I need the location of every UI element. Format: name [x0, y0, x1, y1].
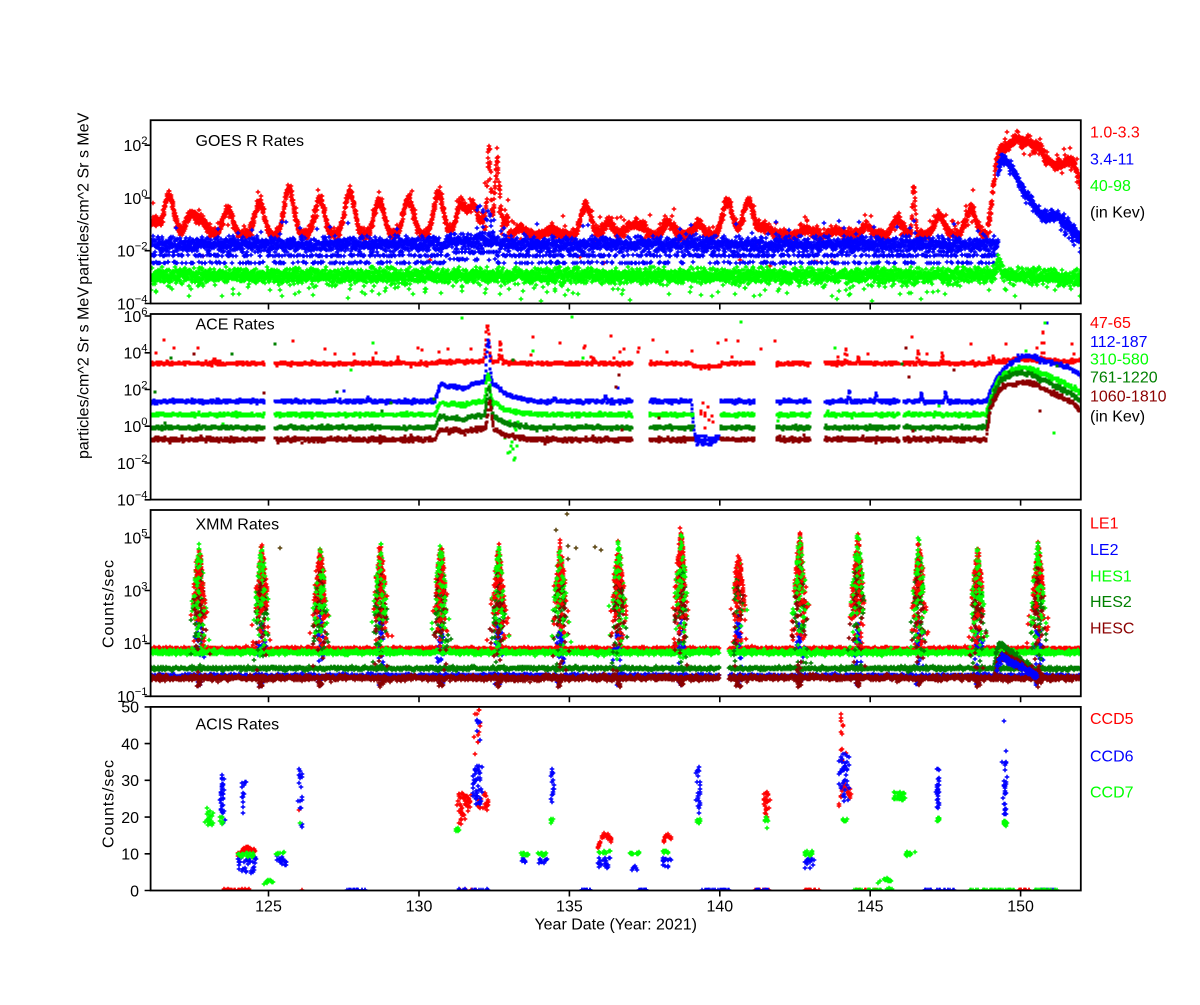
svg-text:140: 140	[706, 899, 733, 916]
svg-text:CCD7: CCD7	[1090, 785, 1134, 802]
svg-text:1.0-3.3: 1.0-3.3	[1090, 124, 1140, 141]
svg-text:1060-1810: 1060-1810	[1090, 388, 1167, 405]
svg-text:LE2: LE2	[1090, 542, 1119, 559]
svg-text:30: 30	[121, 773, 139, 790]
svg-text:LE1: LE1	[1090, 516, 1119, 533]
svg-text:125: 125	[255, 899, 282, 916]
svg-text:HESC: HESC	[1090, 621, 1134, 638]
svg-text:145: 145	[857, 899, 884, 916]
svg-text:(in Kev): (in Kev)	[1090, 205, 1145, 222]
svg-text:(in Kev): (in Kev)	[1090, 409, 1145, 426]
svg-text:ACE Rates: ACE Rates	[196, 317, 275, 334]
svg-text:HES1: HES1	[1090, 568, 1132, 585]
svg-text:40-98: 40-98	[1090, 178, 1131, 195]
svg-text:112-187: 112-187	[1090, 334, 1148, 351]
svg-text:310-580: 310-580	[1090, 351, 1149, 368]
svg-text:20: 20	[121, 810, 139, 827]
svg-text:ACIS Rates: ACIS Rates	[196, 717, 280, 734]
svg-text:Counts/sec: Counts/sec	[101, 560, 118, 648]
svg-text:47-65: 47-65	[1090, 315, 1131, 332]
svg-text:10−4: 10−4	[117, 490, 148, 510]
svg-text:10: 10	[121, 847, 139, 864]
svg-text:CCD6: CCD6	[1090, 748, 1134, 765]
svg-text:130: 130	[406, 899, 433, 916]
svg-text:GOES R Rates: GOES R Rates	[196, 133, 304, 150]
svg-text:particles/cm^2 Sr s MeV: particles/cm^2 Sr s MeV	[76, 112, 93, 284]
svg-text:40: 40	[121, 736, 139, 753]
svg-text:135: 135	[556, 899, 583, 916]
svg-text:150: 150	[1007, 899, 1034, 916]
svg-text:Counts/sec: Counts/sec	[101, 760, 118, 848]
svg-text:HES2: HES2	[1090, 594, 1132, 611]
svg-text:XMM Rates: XMM Rates	[196, 517, 280, 534]
svg-text:CCD5: CCD5	[1090, 711, 1134, 728]
svg-text:50: 50	[121, 700, 139, 717]
svg-text:particles/cm^2 Sr s MeV: particles/cm^2 Sr s MeV	[76, 287, 93, 459]
svg-text:761-1220: 761-1220	[1090, 370, 1158, 387]
svg-text:Year Date (Year: 2021): Year Date (Year: 2021)	[534, 917, 696, 934]
svg-text:3.4-11: 3.4-11	[1090, 151, 1134, 168]
svg-text:0: 0	[130, 883, 139, 900]
